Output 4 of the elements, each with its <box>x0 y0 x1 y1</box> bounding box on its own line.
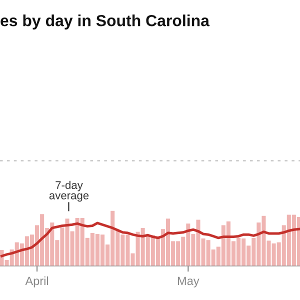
x-tick-label: May <box>178 276 200 288</box>
chart-title: es by day in South Carolina <box>0 14 210 30</box>
x-tick-label: April <box>25 276 48 288</box>
text: 7-day average <box>49 180 89 202</box>
